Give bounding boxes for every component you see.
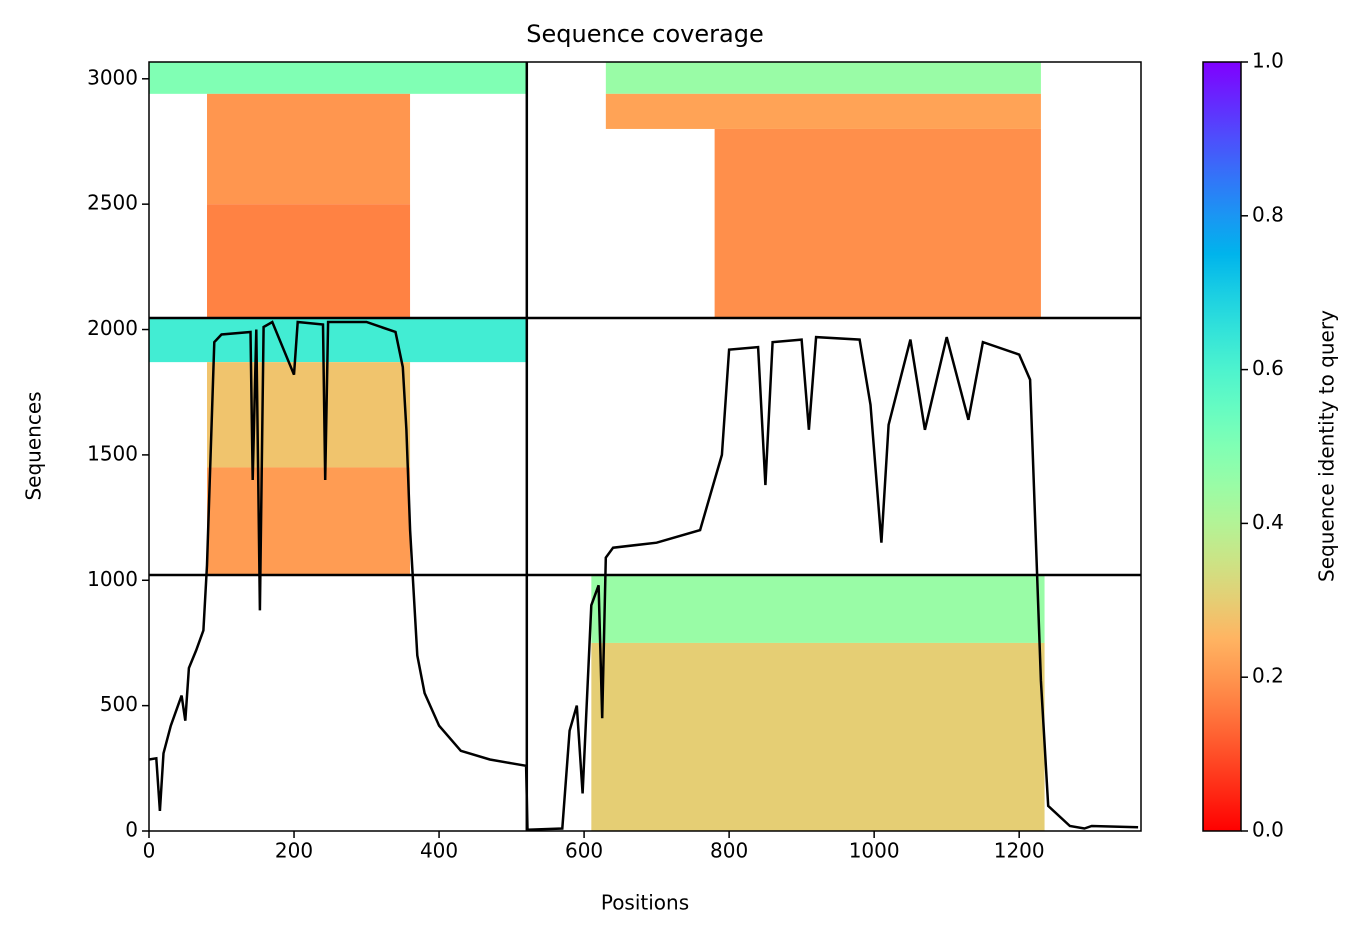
identity-block xyxy=(149,317,527,363)
colorbar-tick-label: 0.2 xyxy=(1252,664,1284,688)
chart-title: Sequence coverage xyxy=(526,20,763,48)
y-tick-label: 2000 xyxy=(87,316,138,340)
x-tick-label: 1000 xyxy=(849,839,900,863)
y-tick-label: 2500 xyxy=(87,191,138,215)
colorbar-label: Sequence identity to query xyxy=(1315,310,1339,582)
y-tick-label: 1000 xyxy=(87,567,138,591)
identity-block xyxy=(714,128,1041,318)
identity-block xyxy=(591,642,1045,831)
x-tick-label: 600 xyxy=(565,839,603,863)
identity-block xyxy=(149,62,527,94)
y-tick-label: 0 xyxy=(125,818,138,842)
colorbar-tick-label: 0.8 xyxy=(1252,202,1284,226)
identity-block xyxy=(207,204,411,318)
x-tick-label: 200 xyxy=(275,839,313,863)
plot-frame xyxy=(148,61,1142,832)
y-tick-label: 1500 xyxy=(87,441,138,465)
identity-block xyxy=(207,362,411,468)
coverage-line xyxy=(148,320,1139,831)
y-axis-label: Sequences xyxy=(22,391,46,500)
x-tick-label: 400 xyxy=(420,839,458,863)
colorbar-tick-label: 1.0 xyxy=(1252,49,1284,73)
identity-block xyxy=(207,93,411,205)
colorbar-tick-label: 0.0 xyxy=(1252,818,1284,842)
x-tick-label: 0 xyxy=(143,839,156,863)
identity-block xyxy=(605,62,1041,94)
y-tick-label: 500 xyxy=(100,692,138,716)
y-tick-label: 3000 xyxy=(87,65,138,89)
colorbar xyxy=(1202,61,1242,832)
x-tick-label: 1200 xyxy=(994,839,1045,863)
x-axis-label: Positions xyxy=(601,891,689,915)
identity-block xyxy=(207,467,411,576)
colorbar-tick-label: 0.4 xyxy=(1252,510,1284,534)
identity-block xyxy=(605,93,1041,129)
x-tick-label: 800 xyxy=(710,839,748,863)
identity-block xyxy=(591,575,1045,643)
colorbar-tick-label: 0.6 xyxy=(1252,356,1284,380)
